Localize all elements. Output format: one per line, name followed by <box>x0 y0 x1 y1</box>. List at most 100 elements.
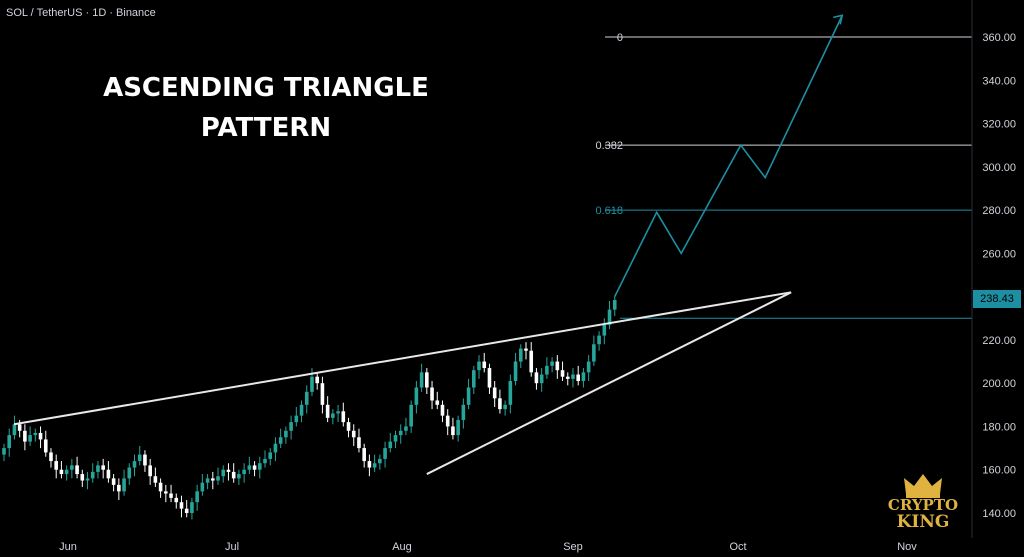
y-tick-260: 260.00 <box>982 248 1016 260</box>
candle-body <box>90 471 95 479</box>
x-tick-Jul: Jul <box>225 541 239 553</box>
candle-body <box>461 404 466 420</box>
candle-body <box>586 361 591 373</box>
candle-body <box>242 469 246 475</box>
candle-body <box>503 404 507 410</box>
candlesticks <box>2 295 617 520</box>
candle-body <box>419 372 424 388</box>
candle-body <box>398 430 403 436</box>
candle-body <box>28 435 32 442</box>
fib-label-1: 0.382 <box>595 140 623 152</box>
candle-body <box>237 474 241 479</box>
candle-body <box>132 461 137 468</box>
candle-body <box>529 350 534 373</box>
candle-body <box>137 454 142 462</box>
candle-body <box>597 335 601 345</box>
y-tick-340: 340.00 <box>982 75 1016 87</box>
x-tick-Nov: Nov <box>897 541 917 553</box>
axes: 140.00160.00180.00200.00220.00240.00260.… <box>59 0 1016 553</box>
candle-body <box>513 361 518 382</box>
candle-body <box>565 376 570 379</box>
x-tick-Aug: Aug <box>392 541 412 553</box>
candle-body <box>576 374 580 382</box>
candle-body <box>351 430 356 438</box>
candle-body <box>325 404 330 418</box>
candle-body <box>539 374 544 384</box>
candle-body <box>435 400 440 405</box>
candle-body <box>315 376 319 384</box>
candle-body <box>534 372 539 384</box>
candle-body <box>560 370 565 377</box>
candle-body <box>409 404 413 427</box>
candle-body <box>336 411 340 414</box>
candle-body <box>571 374 575 379</box>
candle-body <box>12 424 17 436</box>
candle-body <box>367 461 372 468</box>
candle-body <box>54 461 58 470</box>
projection-arrow <box>833 14 844 25</box>
candle-body <box>80 474 85 481</box>
candle-body <box>59 469 64 475</box>
candle-body <box>472 370 476 388</box>
candle-body <box>23 430 27 442</box>
candle-body <box>440 404 445 416</box>
candle-body <box>33 432 38 436</box>
candle-body <box>518 348 523 362</box>
pattern-title-line2: PATTERN <box>200 113 332 143</box>
candle-body <box>310 376 314 392</box>
candle-body <box>508 381 513 405</box>
candle-body <box>143 454 147 466</box>
candle-body <box>64 469 69 475</box>
candle-body <box>247 465 252 470</box>
candle-body <box>284 430 288 438</box>
candle-body <box>581 372 586 382</box>
candle-body <box>75 465 79 475</box>
candle-body <box>466 387 471 405</box>
candle-body <box>174 497 179 503</box>
candle-body <box>482 361 487 369</box>
candle-body <box>524 348 528 351</box>
candle-body <box>111 478 116 485</box>
y-tick-280: 280.00 <box>982 205 1016 217</box>
candle-body <box>592 344 596 362</box>
candle-body <box>153 476 158 483</box>
candle-body <box>425 372 429 388</box>
candle-body <box>117 484 121 492</box>
candle-body <box>372 463 377 468</box>
y-tick-220: 220.00 <box>982 335 1016 347</box>
candle-body <box>393 435 398 442</box>
candle-body <box>607 309 612 325</box>
candle-body <box>550 361 554 366</box>
resistance-line <box>13 291 792 426</box>
candle-body <box>195 491 199 503</box>
candle-body <box>456 419 460 436</box>
x-tick-Sep: Sep <box>563 541 583 553</box>
last-price-tag: 238.43 <box>973 290 1021 308</box>
candle-body <box>612 300 617 310</box>
candle-body <box>211 478 215 481</box>
candle-body <box>164 491 168 494</box>
candle-body <box>263 458 267 464</box>
logo-line2: KING <box>896 512 950 532</box>
y-tick-180: 180.00 <box>982 421 1016 433</box>
candle-body <box>545 365 549 375</box>
y-tick-160: 160.00 <box>982 465 1016 477</box>
candle-body <box>404 426 408 431</box>
candle-body <box>602 324 607 336</box>
candle-body <box>2 448 6 455</box>
candle-body <box>49 452 53 462</box>
candle-body <box>304 391 309 405</box>
y-tick-320: 320.00 <box>982 119 1016 131</box>
y-tick-140: 140.00 <box>982 508 1016 520</box>
candle-body <box>226 469 231 472</box>
candle-body <box>430 387 434 401</box>
candle-body <box>96 465 100 472</box>
candle-body <box>148 465 152 477</box>
candle-body <box>378 458 382 464</box>
candle-body <box>299 404 304 416</box>
trend-lines <box>13 14 844 475</box>
candle-body <box>268 452 273 459</box>
candle-body <box>169 493 173 498</box>
symbol-label: SOL / TetherUS · 1D · Binance <box>6 7 156 19</box>
